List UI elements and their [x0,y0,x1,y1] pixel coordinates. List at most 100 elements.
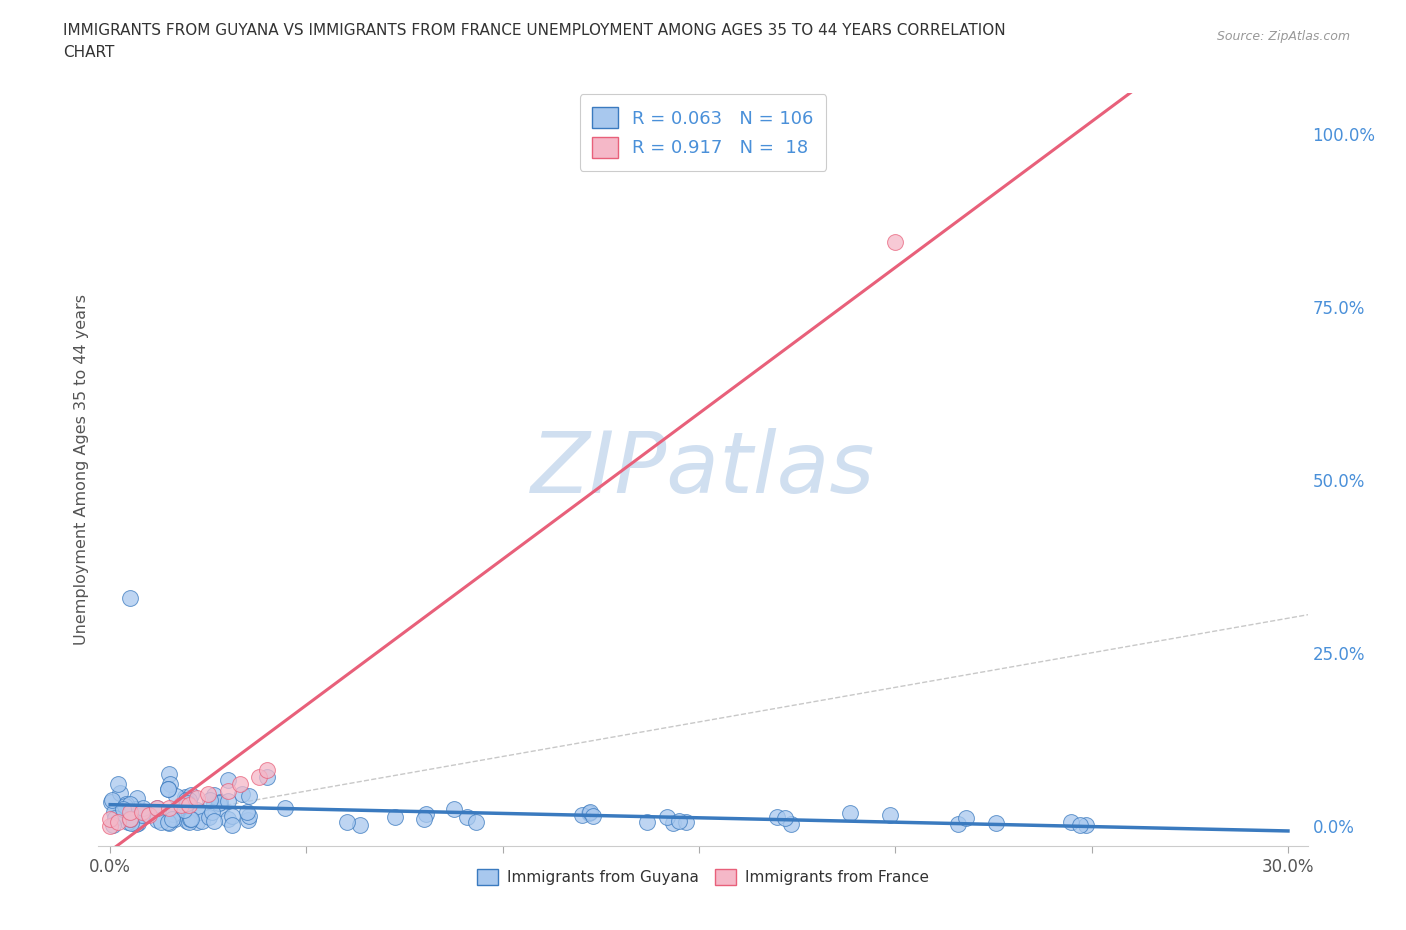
Point [238,789,260,804]
Point [117,804,139,818]
Point [157,767,180,782]
Point [465,815,488,830]
Point [884,234,907,249]
Point [636,815,658,830]
Point [159,776,181,790]
Point [120,816,142,830]
Point [177,797,200,812]
Point [773,811,796,826]
Text: CHART: CHART [63,45,115,60]
Point [202,797,225,812]
Point [231,787,253,802]
Point [655,809,678,824]
Point [160,812,183,827]
Point [208,796,231,811]
Point [157,801,180,816]
Point [107,815,129,830]
Point [131,801,153,816]
Point [157,815,180,830]
Point [247,770,270,785]
Point [202,787,225,802]
Point [101,817,124,832]
Point [131,807,153,822]
Point [191,814,214,829]
Point [256,763,278,777]
Point [115,796,138,811]
Point [780,817,803,831]
Point [571,808,593,823]
Point [209,801,232,816]
Point [157,816,180,830]
Point [156,781,179,796]
Point [256,770,278,785]
Point [456,809,478,824]
Point [157,782,180,797]
Point [176,795,198,810]
Point [131,804,153,819]
Point [125,817,148,831]
Point [217,784,239,799]
Point [118,590,141,604]
Point [98,818,121,833]
Point [197,787,219,802]
Point [162,806,184,821]
Point [120,796,142,811]
Point [172,806,194,821]
Point [103,804,125,819]
Point [336,815,359,830]
Point [198,792,221,807]
Y-axis label: Unemployment Among Ages 35 to 44 years: Unemployment Among Ages 35 to 44 years [75,294,89,645]
Point [101,792,124,807]
Point [236,804,259,819]
Point [838,805,860,820]
Point [170,797,193,812]
Point [1060,815,1083,830]
Point [177,792,200,807]
Point [177,815,200,830]
Text: IMMIGRANTS FROM GUYANA VS IMMIGRANTS FROM FRANCE UNEMPLOYMENT AMONG AGES 35 TO 4: IMMIGRANTS FROM GUYANA VS IMMIGRANTS FRO… [63,23,1005,38]
Point [579,805,602,820]
Point [578,805,600,820]
Point [174,790,197,804]
Point [104,811,127,826]
Point [1076,818,1098,833]
Point [201,804,224,819]
Point [128,816,150,830]
Point [274,801,297,816]
Point [146,801,169,816]
Point [124,802,146,817]
Legend: Immigrants from Guyana, Immigrants from France: Immigrants from Guyana, Immigrants from … [471,863,935,891]
Point [415,806,437,821]
Point [662,816,685,830]
Point [149,815,172,830]
Point [114,798,136,813]
Point [118,811,141,826]
Point [221,809,243,824]
Point [180,788,202,803]
Point [238,809,260,824]
Point [197,809,219,824]
Point [118,804,141,819]
Point [165,789,187,804]
Point [117,815,139,830]
Point [443,802,465,817]
Point [138,808,160,823]
Point [127,790,149,805]
Point [163,812,186,827]
Point [1069,817,1091,832]
Point [675,814,697,829]
Point [118,811,141,826]
Point [188,804,211,819]
Point [180,812,202,827]
Point [186,790,208,805]
Point [349,817,371,832]
Point [186,815,208,830]
Point [173,803,195,817]
Point [115,805,138,820]
Point [668,814,690,829]
Point [108,785,131,800]
Point [217,773,239,788]
Point [100,794,122,809]
Point [174,793,197,808]
Point [98,811,121,826]
